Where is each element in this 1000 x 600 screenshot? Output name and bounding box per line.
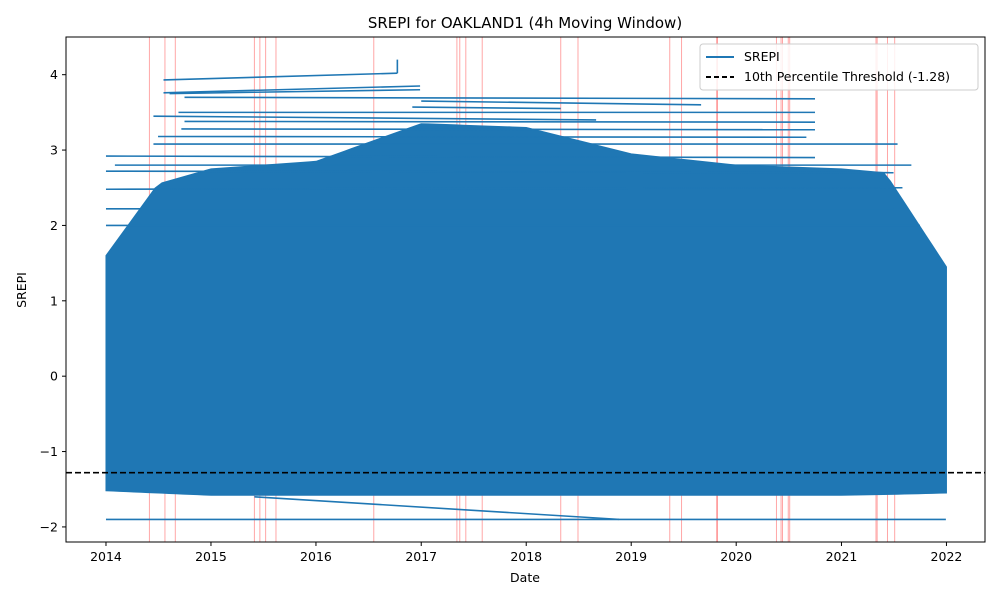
srepi-segment xyxy=(254,495,620,521)
srepi-segment xyxy=(181,128,816,131)
legend-threshold-label: 10th Percentile Threshold (-1.28) xyxy=(744,69,950,84)
y-tick-label: 4 xyxy=(50,67,58,82)
srepi-segment xyxy=(158,135,807,139)
srepi-segment xyxy=(105,186,903,191)
x-tick-label: 2019 xyxy=(615,549,647,564)
srepi-segment xyxy=(105,170,894,174)
plot-frame xyxy=(65,36,986,543)
x-tick-label: 2020 xyxy=(720,549,752,564)
y-tick-label: 3 xyxy=(50,143,58,158)
legend-srepi-label: SREPI xyxy=(744,49,780,64)
y-tick-label: −2 xyxy=(40,519,58,534)
x-tick-label: 2022 xyxy=(931,549,963,564)
x-tick-label: 2016 xyxy=(300,549,332,564)
plot-area xyxy=(66,37,985,542)
x-tick-label: 2015 xyxy=(195,549,227,564)
y-tick-label: 1 xyxy=(50,293,58,308)
y-tick-label: 0 xyxy=(50,369,58,384)
srepi-band xyxy=(105,123,947,496)
y-tick-label: 2 xyxy=(50,218,58,233)
x-tick-label: 2014 xyxy=(90,549,122,564)
srepi-segment xyxy=(184,120,816,123)
srepi-segment xyxy=(105,155,816,159)
srepi-segment xyxy=(163,85,421,94)
srepi-segment xyxy=(184,96,816,100)
x-axis-title: Date xyxy=(510,570,540,585)
srepi-segment xyxy=(412,106,561,110)
srepi-segment xyxy=(421,100,702,106)
y-axis: −2 −1 0 1 2 3 4 xyxy=(40,67,66,534)
legend: SREPI 10th Percentile Threshold (-1.28) xyxy=(699,43,979,91)
y-axis-title: SREPI xyxy=(14,272,29,308)
x-tick-label: 2021 xyxy=(826,549,858,564)
x-tick-label: 2017 xyxy=(405,549,437,564)
srepi-segment xyxy=(169,88,421,95)
x-axis: 2014 2015 2016 2017 2018 2019 2020 2021 2022 xyxy=(90,542,962,564)
srepi-segment xyxy=(163,72,398,81)
chart-title: SREPI for OAKLAND1 (4h Moving Window) xyxy=(368,14,682,32)
y-tick-label: −1 xyxy=(40,444,58,459)
x-tick-label: 2018 xyxy=(510,549,542,564)
legend-box xyxy=(699,43,979,91)
srepi-segment xyxy=(153,115,597,121)
